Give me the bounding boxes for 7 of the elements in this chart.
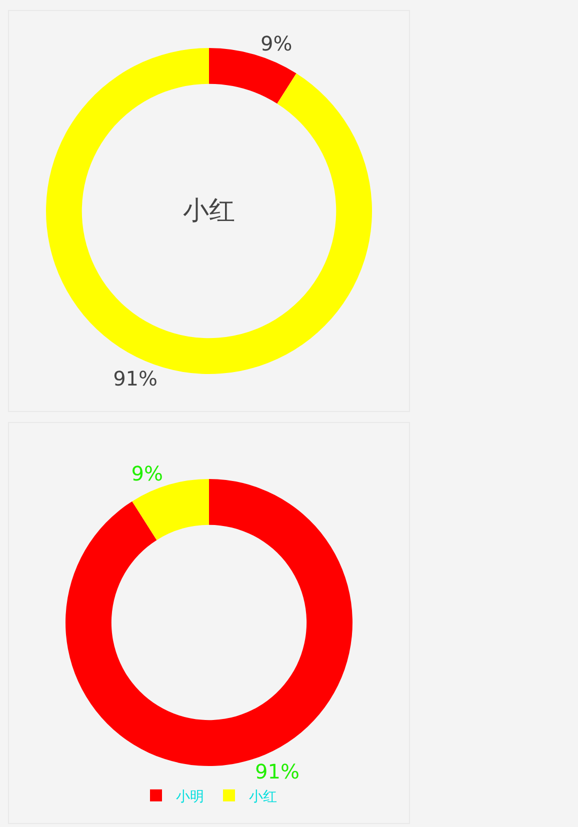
legend-label: 小红 bbox=[249, 788, 277, 805]
data-label: 9% bbox=[131, 462, 163, 486]
legend-label: 小明 bbox=[176, 788, 204, 805]
data-label: 91% bbox=[113, 366, 158, 391]
text: 小红 bbox=[183, 196, 235, 226]
data-label: 91% bbox=[255, 759, 300, 784]
data-label: 9% bbox=[260, 31, 292, 56]
